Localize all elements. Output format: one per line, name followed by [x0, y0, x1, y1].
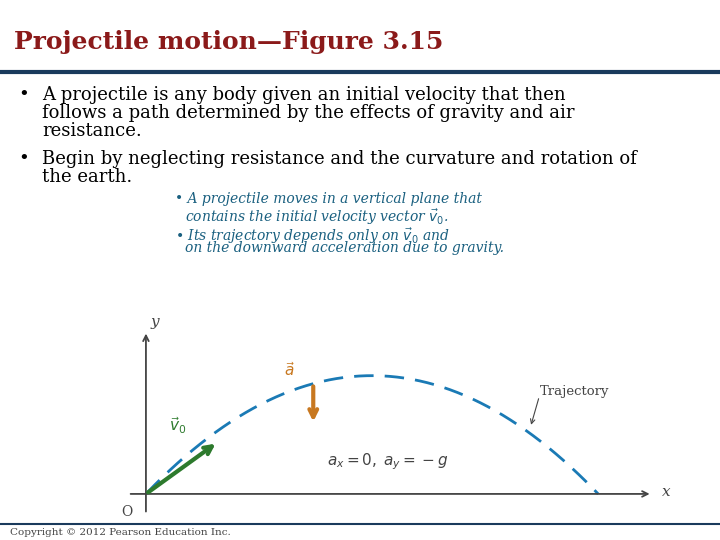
Text: A projectile is any body given an initial velocity that then: A projectile is any body given an initia…	[42, 86, 566, 104]
Text: •: •	[18, 150, 29, 168]
Text: Begin by neglecting resistance and the curvature and rotation of: Begin by neglecting resistance and the c…	[42, 150, 636, 168]
Text: x: x	[662, 485, 670, 499]
Text: contains the initial velocity vector $\vec{v}_0$.: contains the initial velocity vector $\v…	[185, 207, 449, 227]
Text: Trajectory: Trajectory	[539, 386, 609, 399]
Text: Copyright © 2012 Pearson Education Inc.: Copyright © 2012 Pearson Education Inc.	[10, 528, 230, 537]
Text: $\vec{a}$: $\vec{a}$	[284, 361, 295, 379]
Text: the earth.: the earth.	[42, 168, 132, 186]
Text: resistance.: resistance.	[42, 122, 142, 140]
Text: $\vec{v}_0$: $\vec{v}_0$	[169, 415, 186, 436]
Text: $a_x = 0, \; a_y = -g$: $a_x = 0, \; a_y = -g$	[327, 451, 448, 471]
Text: •: •	[18, 86, 29, 104]
Text: Projectile motion—Figure 3.15: Projectile motion—Figure 3.15	[14, 30, 444, 54]
Text: on the downward acceleration due to gravity.: on the downward acceleration due to grav…	[185, 241, 504, 255]
Text: • Its trajectory depends only on $\vec{v}_0$ and: • Its trajectory depends only on $\vec{v…	[175, 226, 450, 246]
Text: • A projectile moves in a vertical plane that: • A projectile moves in a vertical plane…	[175, 192, 482, 206]
Text: O: O	[121, 505, 132, 519]
Text: y: y	[150, 315, 159, 329]
Text: follows a path determined by the effects of gravity and air: follows a path determined by the effects…	[42, 104, 575, 122]
